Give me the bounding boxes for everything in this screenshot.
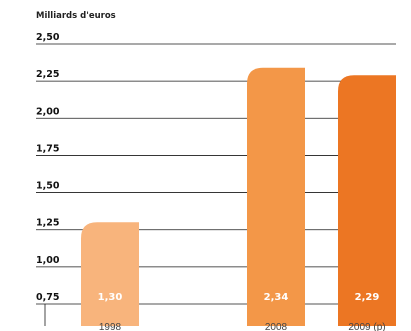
y-tick-label: 1,25 xyxy=(36,218,59,229)
y-tick-labels: 0,75 1,00 1,25 1,50 1,75 2,00 2,25 2,50 xyxy=(36,32,60,303)
bar-value-label: 2,29 xyxy=(355,292,380,303)
y-tick-label: 2,25 xyxy=(36,69,59,80)
bars: 1,30 2,34 2,29 xyxy=(81,67,396,327)
x-tick-labels: 1998 2008 2009 (p) xyxy=(99,322,386,331)
y-tick-label: 2,00 xyxy=(36,106,60,117)
bar-1998 xyxy=(81,222,139,326)
bar-2008 xyxy=(247,67,305,327)
x-tick-label: 2008 xyxy=(265,322,288,331)
bar-value-label: 2,34 xyxy=(264,292,289,303)
y-tick-label: 2,50 xyxy=(36,32,60,43)
x-tick-label: 2009 (p) xyxy=(348,322,385,331)
y-tick-label: 1,50 xyxy=(36,181,60,192)
bar-value-label: 1,30 xyxy=(98,292,123,303)
bar-2009p xyxy=(338,75,396,326)
y-tick-label: 0,75 xyxy=(36,292,59,303)
x-tick-label: 1998 xyxy=(99,322,122,331)
y-tick-label: 1,75 xyxy=(36,143,59,154)
y-tick-label: 1,00 xyxy=(36,255,60,266)
y-axis-unit-label: Milliards d'euros xyxy=(36,11,116,21)
